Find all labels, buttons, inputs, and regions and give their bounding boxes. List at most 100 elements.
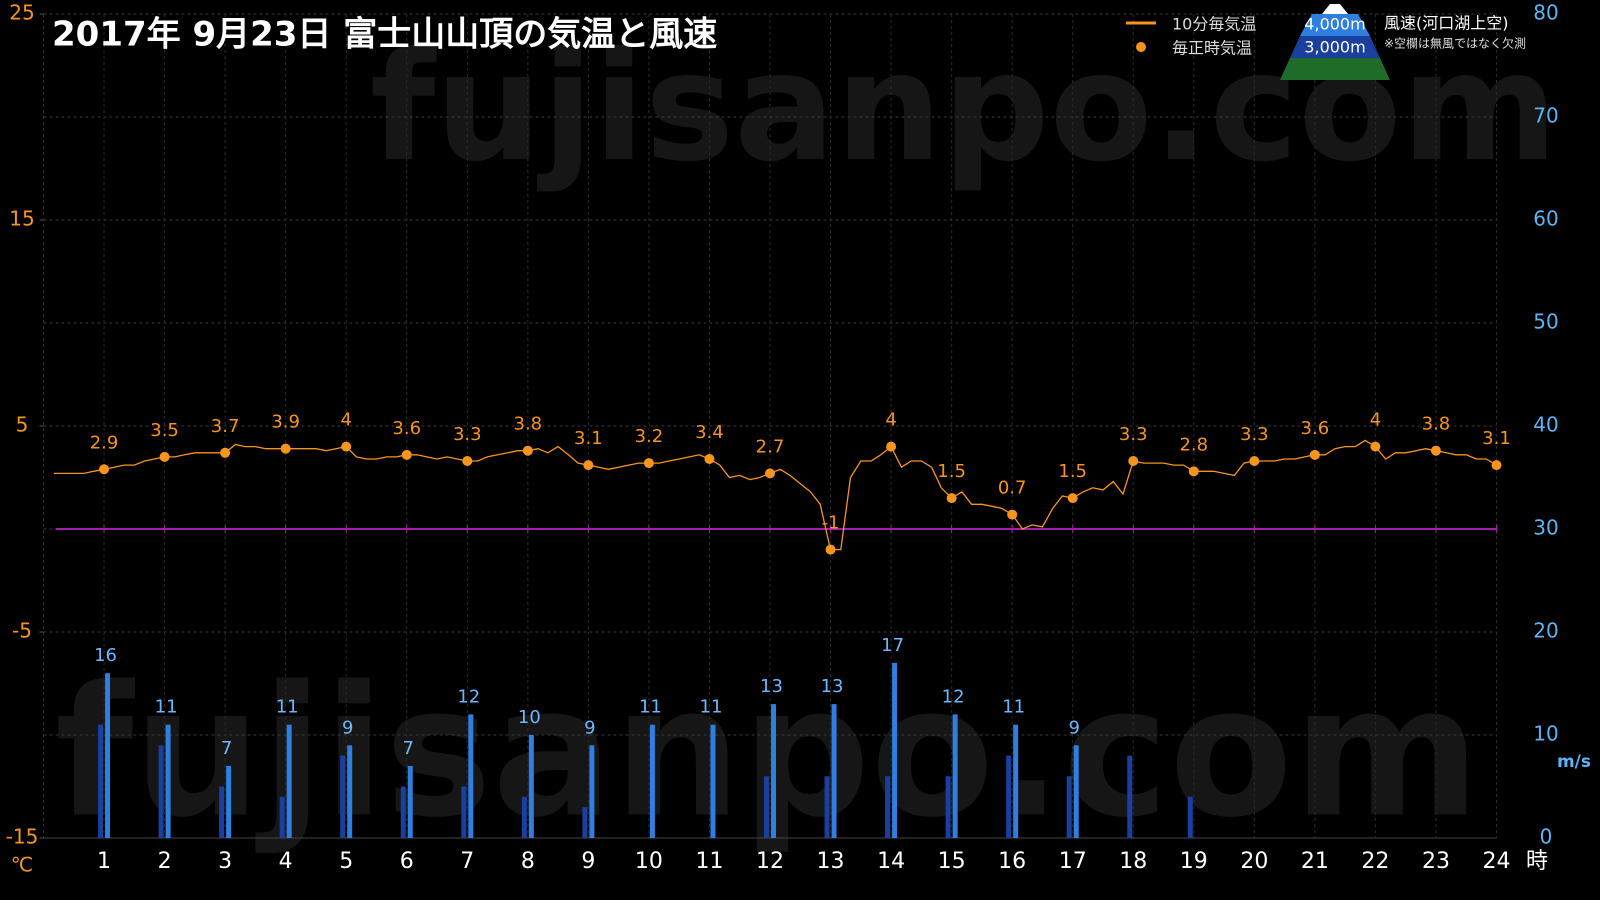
- bar: [710, 724, 716, 838]
- y2-tick-label: 70: [1533, 104, 1558, 128]
- point-label: 1.5: [1058, 461, 1087, 482]
- bar: [1066, 776, 1072, 838]
- point: [765, 468, 775, 479]
- y2-unit: m/s: [1557, 752, 1591, 772]
- bar: [1013, 724, 1019, 838]
- point-label: 2.8: [1179, 434, 1208, 455]
- bar-label: 11: [700, 697, 723, 718]
- point-label: 1.5: [937, 461, 966, 482]
- bar: [1073, 745, 1079, 838]
- y-tick-label: 15: [9, 207, 34, 231]
- y-tick-label: 25: [9, 1, 34, 25]
- point: [1067, 493, 1078, 504]
- point: [1430, 445, 1441, 456]
- point: [1007, 509, 1018, 520]
- x-tick-label: 4: [279, 849, 293, 874]
- x-tick-label: 1: [97, 849, 111, 874]
- bar: [771, 704, 776, 838]
- point: [280, 443, 291, 454]
- x-tick-label: 14: [877, 849, 905, 874]
- bar: [347, 745, 353, 838]
- bar: [1006, 755, 1012, 838]
- bar-label: 11: [639, 697, 662, 718]
- mountain-cap: [1322, 4, 1348, 14]
- point-label: 3.9: [271, 412, 300, 433]
- x-tick-label: 9: [581, 849, 595, 874]
- bar: [165, 724, 171, 838]
- point-label: 3.8: [514, 414, 543, 435]
- bar-label: 9: [1068, 717, 1079, 738]
- x-tick-label: 18: [1119, 849, 1147, 874]
- x-tick-label: 5: [339, 849, 353, 874]
- x-tick-label: 10: [635, 849, 663, 874]
- point-label: 3.6: [392, 418, 421, 439]
- bar: [400, 786, 406, 838]
- bar-label: 16: [94, 645, 117, 666]
- point: [886, 441, 897, 452]
- point: [159, 451, 170, 462]
- point-label: 3.3: [1240, 424, 1269, 445]
- point: [341, 441, 352, 452]
- point: [643, 458, 654, 469]
- bar-label: 13: [821, 676, 844, 697]
- point-label: 0.7: [998, 478, 1027, 499]
- x-tick-label: 7: [460, 849, 474, 874]
- x-tick-label: 24: [1483, 849, 1511, 874]
- mountain-upper: [1300, 14, 1370, 36]
- x-tick-label: 12: [756, 849, 784, 874]
- y2-tick-label: 0: [1540, 825, 1553, 849]
- bar: [764, 776, 769, 838]
- bar: [286, 724, 292, 838]
- y2-tick-label: 50: [1533, 310, 1558, 334]
- bar: [831, 704, 837, 838]
- point: [522, 445, 533, 456]
- bar: [589, 745, 595, 838]
- mountain-middle: [1290, 36, 1380, 58]
- x-tick-label: 19: [1180, 849, 1208, 874]
- point: [401, 449, 412, 460]
- point: [1128, 456, 1139, 467]
- bar: [1127, 755, 1133, 838]
- point-label: 3.5: [150, 420, 179, 441]
- point-label: -1: [822, 513, 840, 534]
- x-tick-label: 8: [521, 849, 535, 874]
- point: [220, 447, 231, 458]
- bar: [885, 776, 891, 838]
- y2-tick-label: 30: [1533, 516, 1558, 540]
- bar: [521, 796, 527, 838]
- bar-label: 11: [1002, 697, 1025, 718]
- y-tick-label: 5: [16, 413, 29, 437]
- legend-title: 風速(河口湖上空): [1384, 14, 1509, 33]
- point-label: 3.3: [1119, 424, 1148, 445]
- point-label: 3.6: [1301, 418, 1330, 439]
- y2-tick-label: 60: [1533, 207, 1558, 231]
- point-label: 4: [885, 410, 896, 431]
- x-tick-label: 6: [400, 849, 414, 874]
- x-tick-label: 3: [218, 849, 232, 874]
- point-label: 3.8: [1422, 414, 1451, 435]
- point: [1188, 466, 1199, 477]
- point-label: 3.1: [574, 428, 603, 449]
- bar-label: 11: [276, 697, 299, 718]
- bar: [98, 724, 104, 838]
- bar: [528, 735, 534, 838]
- bar: [468, 714, 474, 838]
- point: [1370, 441, 1381, 452]
- y-tick-label: -15: [6, 825, 39, 849]
- y2-tick-label: 40: [1533, 413, 1558, 437]
- bar-label: 9: [342, 717, 353, 738]
- point-label: 3.3: [453, 424, 482, 445]
- bar: [219, 786, 225, 838]
- y2-tick-label: 10: [1533, 722, 1558, 746]
- x-tick-label: 2: [158, 849, 172, 874]
- point-label: 4: [340, 410, 351, 431]
- x-tick-label: 17: [1059, 849, 1087, 874]
- y-unit: ℃: [11, 853, 33, 877]
- bar: [226, 765, 232, 838]
- bar-label: 7: [403, 738, 414, 759]
- y-tick-label: -5: [12, 619, 32, 643]
- x-tick-label: 20: [1240, 849, 1268, 874]
- x-tick-label: 11: [695, 849, 723, 874]
- bar: [1187, 796, 1193, 838]
- x-unit: 時: [1526, 849, 1548, 874]
